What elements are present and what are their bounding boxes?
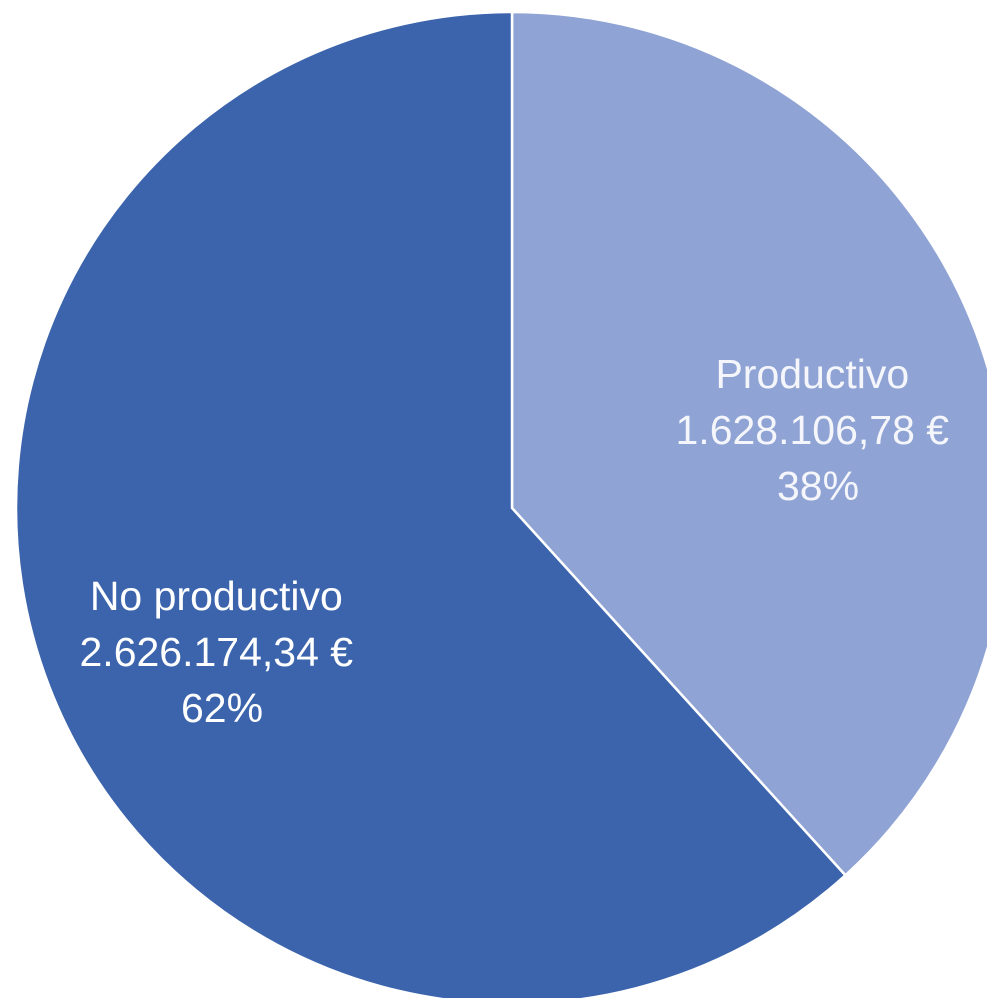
slice-percent-productivo: 38% [777, 463, 859, 509]
pie-slice-productivo [510, 10, 987, 877]
slice-value-productivo: 1.628.106,78 € [676, 407, 950, 453]
slice-name-no-productivo: No productivo [90, 573, 343, 619]
slice-value-no-productivo: 2.626.174,34 € [80, 629, 354, 675]
data-label-no-productivo: No productivo 2.626.174,34 € 62% [80, 573, 365, 731]
pie-slice-no-productivo [14, 10, 847, 998]
data-label-productivo: Productivo 1.628.106,78 € 38% [676, 351, 961, 509]
pie-slices [14, 10, 987, 998]
slice-name-productivo: Productivo [715, 351, 909, 397]
slice-percent-no-productivo: 62% [181, 685, 263, 731]
